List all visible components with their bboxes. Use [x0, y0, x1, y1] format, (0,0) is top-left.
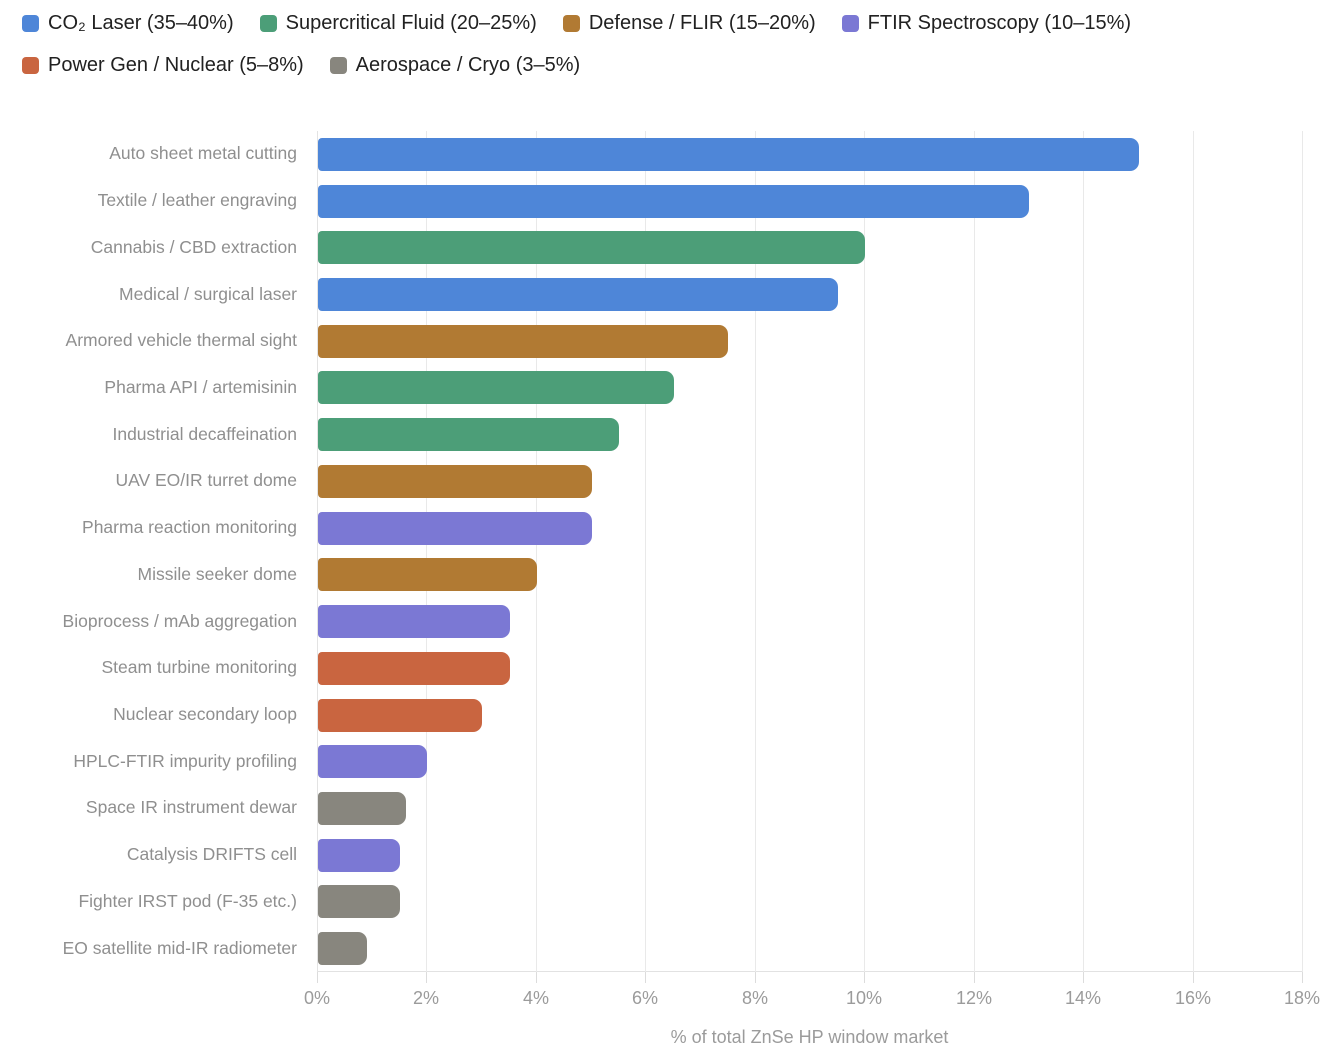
gridline — [317, 131, 318, 972]
x-tick-label: 10% — [845, 988, 883, 1008]
bar[interactable] — [318, 792, 406, 825]
x-tick-label: 16% — [1174, 988, 1212, 1008]
plot-area — [317, 131, 1303, 983]
legend-swatch-icon — [841, 15, 859, 32]
bar[interactable] — [318, 371, 674, 404]
category-axis-labels: Auto sheet metal cutting Textile / leathe… — [0, 131, 297, 972]
bar[interactable] — [318, 652, 510, 685]
category-label: Armored vehicle thermal sight — [65, 330, 297, 350]
category-label: Industrial decaffeination — [112, 424, 297, 444]
bar[interactable] — [318, 418, 619, 451]
gridline — [755, 131, 756, 972]
bar[interactable] — [318, 278, 838, 311]
gridline — [426, 131, 427, 972]
bar[interactable] — [318, 325, 728, 358]
x-axis-title: % of total ZnSe HP window market — [670, 1027, 949, 1047]
bar[interactable] — [318, 138, 1139, 171]
bar[interactable] — [318, 465, 592, 498]
category-label: Auto sheet metal cutting — [109, 143, 297, 163]
legend-swatch-icon — [562, 15, 580, 32]
legend-item-power_gen_nuclear[interactable]: Power Gen / Nuclear (5–8%) — [22, 51, 304, 80]
legend-label: CO₂ Laser (35–40%) — [48, 12, 234, 34]
category-label: Fighter IRST pod (F-35 etc.) — [78, 891, 297, 911]
x-tick-label: 14% — [1064, 988, 1102, 1008]
category-label: HPLC-FTIR impurity profiling — [73, 751, 297, 771]
category-label: Missile seeker dome — [137, 564, 298, 584]
tick-mark — [864, 972, 865, 983]
tick-mark — [755, 972, 756, 983]
legend-swatch-icon — [22, 57, 39, 74]
category-label: Textile / leather engraving — [97, 190, 297, 210]
legend-item-defense_flir[interactable]: Defense / FLIR (15–20%) — [562, 9, 816, 38]
legend-label: Supercritical Fluid (20–25%) — [285, 12, 537, 34]
bar[interactable] — [318, 231, 865, 264]
category-label: Nuclear secondary loop — [113, 704, 297, 724]
category-label: Pharma reaction monitoring — [82, 517, 297, 537]
bar[interactable] — [318, 699, 482, 732]
gridline — [645, 131, 646, 972]
legend: CO₂ Laser (35–40%) Supercritical Fluid (2… — [22, 9, 1318, 80]
bar[interactable] — [318, 605, 510, 638]
legend-label: Power Gen / Nuclear (5–8%) — [48, 54, 304, 76]
category-label: Pharma API / artemisinin — [104, 377, 297, 397]
category-label: Cannabis / CBD extraction — [90, 237, 297, 257]
legend-item-aerospace_cryo[interactable]: Aerospace / Cryo (3–5%) — [329, 51, 581, 80]
category-label: Steam turbine monitoring — [101, 657, 297, 677]
tick-mark — [645, 972, 646, 983]
tick-mark — [426, 972, 427, 983]
bar[interactable] — [318, 839, 400, 872]
gridline — [1302, 131, 1303, 972]
gridline — [974, 131, 975, 972]
gridline — [864, 131, 865, 972]
x-tick-label: 0% — [303, 988, 330, 1008]
bar[interactable] — [318, 885, 400, 918]
legend-label: Defense / FLIR (15–20%) — [588, 12, 816, 34]
x-tick-label: 12% — [955, 988, 993, 1008]
category-label: Space IR instrument dewar — [85, 797, 297, 817]
bar[interactable] — [318, 932, 367, 965]
bar[interactable] — [318, 745, 427, 778]
tick-mark — [974, 972, 975, 983]
x-tick-label: 4% — [522, 988, 549, 1008]
tick-mark — [317, 972, 318, 983]
gridline — [1193, 131, 1194, 972]
tick-mark — [536, 972, 537, 983]
bar[interactable] — [318, 558, 537, 591]
gridline — [1083, 131, 1084, 972]
gridline — [536, 131, 537, 972]
legend-swatch-icon — [22, 15, 39, 32]
x-tick-label: 8% — [741, 988, 768, 1008]
legend-item-co2_laser[interactable]: CO₂ Laser (35–40%) — [22, 9, 234, 38]
category-label: Catalysis DRIFTS cell — [126, 844, 297, 864]
category-label: UAV EO/IR turret dome — [115, 470, 297, 490]
tick-mark — [1302, 972, 1303, 983]
legend-label: FTIR Spectroscopy (10–15%) — [867, 12, 1132, 34]
legend-swatch-icon — [329, 57, 347, 74]
category-label: Medical / surgical laser — [119, 284, 297, 304]
x-axis-line — [317, 971, 1302, 972]
x-tick-label: 18% — [1283, 988, 1321, 1008]
bar[interactable] — [318, 512, 592, 545]
bar[interactable] — [318, 185, 1029, 218]
legend-swatch-icon — [259, 15, 277, 32]
category-label: Bioprocess / mAb aggregation — [62, 611, 297, 631]
tick-mark — [1083, 972, 1084, 983]
tick-mark — [1193, 972, 1194, 983]
legend-item-ftir_spectroscopy[interactable]: FTIR Spectroscopy (10–15%) — [841, 9, 1132, 38]
x-tick-label: 6% — [631, 988, 658, 1008]
legend-item-supercritical_fluid[interactable]: Supercritical Fluid (20–25%) — [259, 9, 537, 38]
x-tick-label: 2% — [412, 988, 439, 1008]
category-label: EO satellite mid-IR radiometer — [62, 938, 297, 958]
legend-label: Aerospace / Cryo (3–5%) — [355, 54, 581, 76]
x-axis-tick-labels: 0% 2% 4% 6% 8% 10% 12% 14% 16% 18% — [0, 988, 1334, 1012]
